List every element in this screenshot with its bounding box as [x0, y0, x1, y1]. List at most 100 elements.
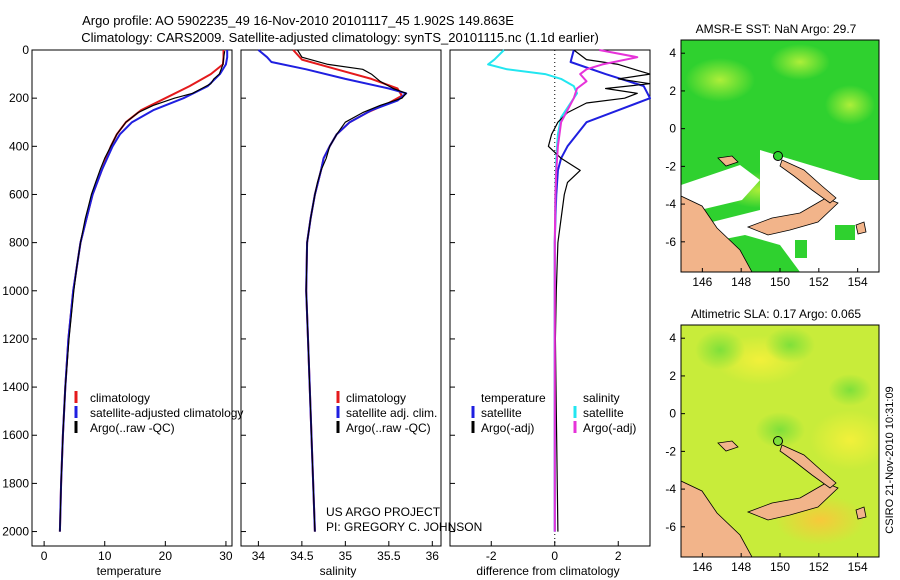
x-tick-label: 0 — [551, 549, 558, 563]
map-x-tick-label: 154 — [848, 275, 868, 289]
figure-title-line1: Argo profile: AO 5902235_49 16-Nov-2010 … — [82, 13, 514, 28]
sst-map-y-ticks: 4 2 0 -2 -4 -6 — [665, 46, 685, 249]
sst-cloud-cell — [795, 240, 807, 258]
sla-land-new-britain — [746, 482, 839, 521]
map-x-tick-label: 146 — [692, 275, 712, 289]
legend-label-climatology: climatology — [90, 391, 150, 405]
y-tick-label: 400 — [9, 139, 29, 153]
legend-label-temp-satellite: satellite — [481, 406, 522, 420]
x-tick-label: -2 — [486, 549, 497, 563]
map-y-tick-label: -6 — [665, 520, 676, 534]
series-line-satellite-adj-clim- — [257, 49, 408, 532]
series-line-climatology — [292, 49, 403, 532]
legend-label-climatology: climatology — [346, 391, 406, 405]
legend-label-satellite-adjusted: satellite-adjusted climatology — [90, 406, 243, 420]
legend-label-sal-argo: Argo(-adj) — [583, 421, 636, 435]
series-line-salinity-argo-adj- — [553, 49, 639, 532]
difference-legend: temperature salinity satellite satellite… — [471, 391, 636, 435]
map-x-tick-label: 148 — [731, 275, 751, 289]
salinity-legend: climatology satellite adj. clim. Argo(..… — [336, 391, 437, 435]
x-tick-label: 0 — [41, 549, 48, 563]
map-x-tick-label: 154 — [848, 560, 868, 574]
map-x-tick-label: 148 — [731, 560, 751, 574]
temperature-x-label: temperature — [97, 564, 162, 578]
salinity-plot-frame — [240, 49, 442, 547]
sst-float-marker — [773, 151, 783, 161]
sst-map-x-ticks: 146 148 150 152 154 — [692, 268, 868, 289]
temperature-lines — [58, 50, 229, 532]
sst-cloud-cell — [835, 225, 855, 240]
x-tick-label: 35.5 — [377, 549, 401, 563]
map-y-tick-label: -4 — [665, 197, 676, 211]
sla-float-marker — [773, 436, 783, 446]
sla-map-x-ticks: 146 148 150 152 154 — [692, 553, 868, 574]
temperature-y-ticks: 0 200 400 600 800 1000 1200 1400 1600 1800 2000 — [2, 43, 37, 539]
legend-label-temp-argo: Argo(-adj) — [481, 421, 534, 435]
sst-missing-data — [681, 165, 760, 215]
timestamp-side-label: CSIRO 21-Nov-2010 10:31:09 — [884, 386, 896, 533]
sla-low-patch — [765, 327, 815, 363]
map-y-tick-label: -6 — [665, 235, 676, 249]
y-tick-label: 600 — [9, 187, 29, 201]
map-x-tick-label: 152 — [809, 560, 829, 574]
sst-missing-data — [700, 150, 879, 272]
series-line-argo-raw-qc- — [59, 51, 226, 532]
sla-high-patch — [810, 410, 879, 470]
salinity-lines — [257, 49, 408, 532]
sst-land-new-britain — [746, 197, 839, 236]
difference-y-ticks — [450, 49, 455, 533]
salinity-x-label: salinity — [320, 564, 357, 578]
x-tick-label: 34.5 — [290, 549, 314, 563]
x-tick-label: 36 — [426, 549, 440, 563]
series-line-temperature-satellite — [553, 49, 651, 532]
y-tick-label: 1800 — [2, 476, 29, 490]
sst-land-new-ireland — [779, 159, 837, 204]
map-y-tick-label: 4 — [669, 46, 676, 60]
series-line-temperature-argo-adj- — [547, 49, 651, 532]
sst-land-new-guinea — [681, 195, 753, 272]
x-tick-label: 30 — [219, 549, 233, 563]
map-y-tick-label: -4 — [665, 482, 676, 496]
y-tick-label: 1200 — [2, 332, 29, 346]
sst-map-panel: AMSR-E SST: NaN Argo: 29.7 146 148 150 152 1… — [665, 22, 880, 289]
sst-warm-patch — [685, 58, 755, 102]
temperature-x-ticks: 0 10 20 30 — [41, 541, 233, 563]
map-y-tick-label: 4 — [669, 331, 676, 345]
salinity-x-ticks: 34 34.5 35 35.5 36 — [252, 541, 440, 563]
y-tick-label: 200 — [9, 91, 29, 105]
y-tick-label: 1400 — [2, 380, 29, 394]
x-tick-label: 35 — [339, 549, 353, 563]
sst-warm-patch — [825, 85, 875, 125]
sst-warm-patch — [770, 44, 830, 80]
map-x-tick-label: 150 — [770, 560, 790, 574]
x-tick-label: 20 — [159, 549, 173, 563]
series-line-argo-raw-qc- — [296, 49, 407, 532]
map-x-tick-label: 146 — [692, 560, 712, 574]
difference-x-label: difference from climatology — [476, 564, 619, 578]
sla-low-patch — [828, 374, 872, 406]
temperature-legend: climatology satellite-adjusted climatolo… — [74, 391, 243, 435]
y-tick-label: 1600 — [2, 428, 29, 442]
legend-label-argo: Argo(..raw -QC) — [346, 421, 431, 435]
temperature-plot-frame — [31, 49, 233, 547]
map-y-tick-label: -2 — [665, 159, 676, 173]
sst-land-islands — [717, 155, 867, 235]
figure-title-line2: Climatology: CARS2009. Satellite-adjuste… — [81, 30, 599, 45]
map-y-tick-label: 2 — [669, 84, 676, 98]
y-tick-label: 1000 — [2, 284, 29, 298]
sla-land-new-ireland — [779, 444, 837, 489]
sla-low-patch — [755, 412, 805, 448]
salinity-y-ticks — [241, 49, 246, 533]
sla-land-islands — [717, 440, 867, 520]
sla-map-title: Altimetric SLA: 0.17 Argo: 0.065 — [691, 307, 861, 321]
x-tick-label: 10 — [98, 549, 112, 563]
legend-label-sal-satellite: satellite — [583, 406, 624, 420]
legend-label-satellite-adj: satellite adj. clim. — [346, 406, 437, 420]
sst-map-title: AMSR-E SST: NaN Argo: 29.7 — [696, 22, 857, 36]
x-tick-label: 2 — [615, 549, 622, 563]
legend-label-argo: Argo(..raw -QC) — [90, 421, 175, 435]
sla-low-patch — [695, 330, 745, 370]
x-tick-label: 34 — [252, 549, 266, 563]
map-y-tick-label: -2 — [665, 444, 676, 458]
y-tick-label: 800 — [9, 236, 29, 250]
